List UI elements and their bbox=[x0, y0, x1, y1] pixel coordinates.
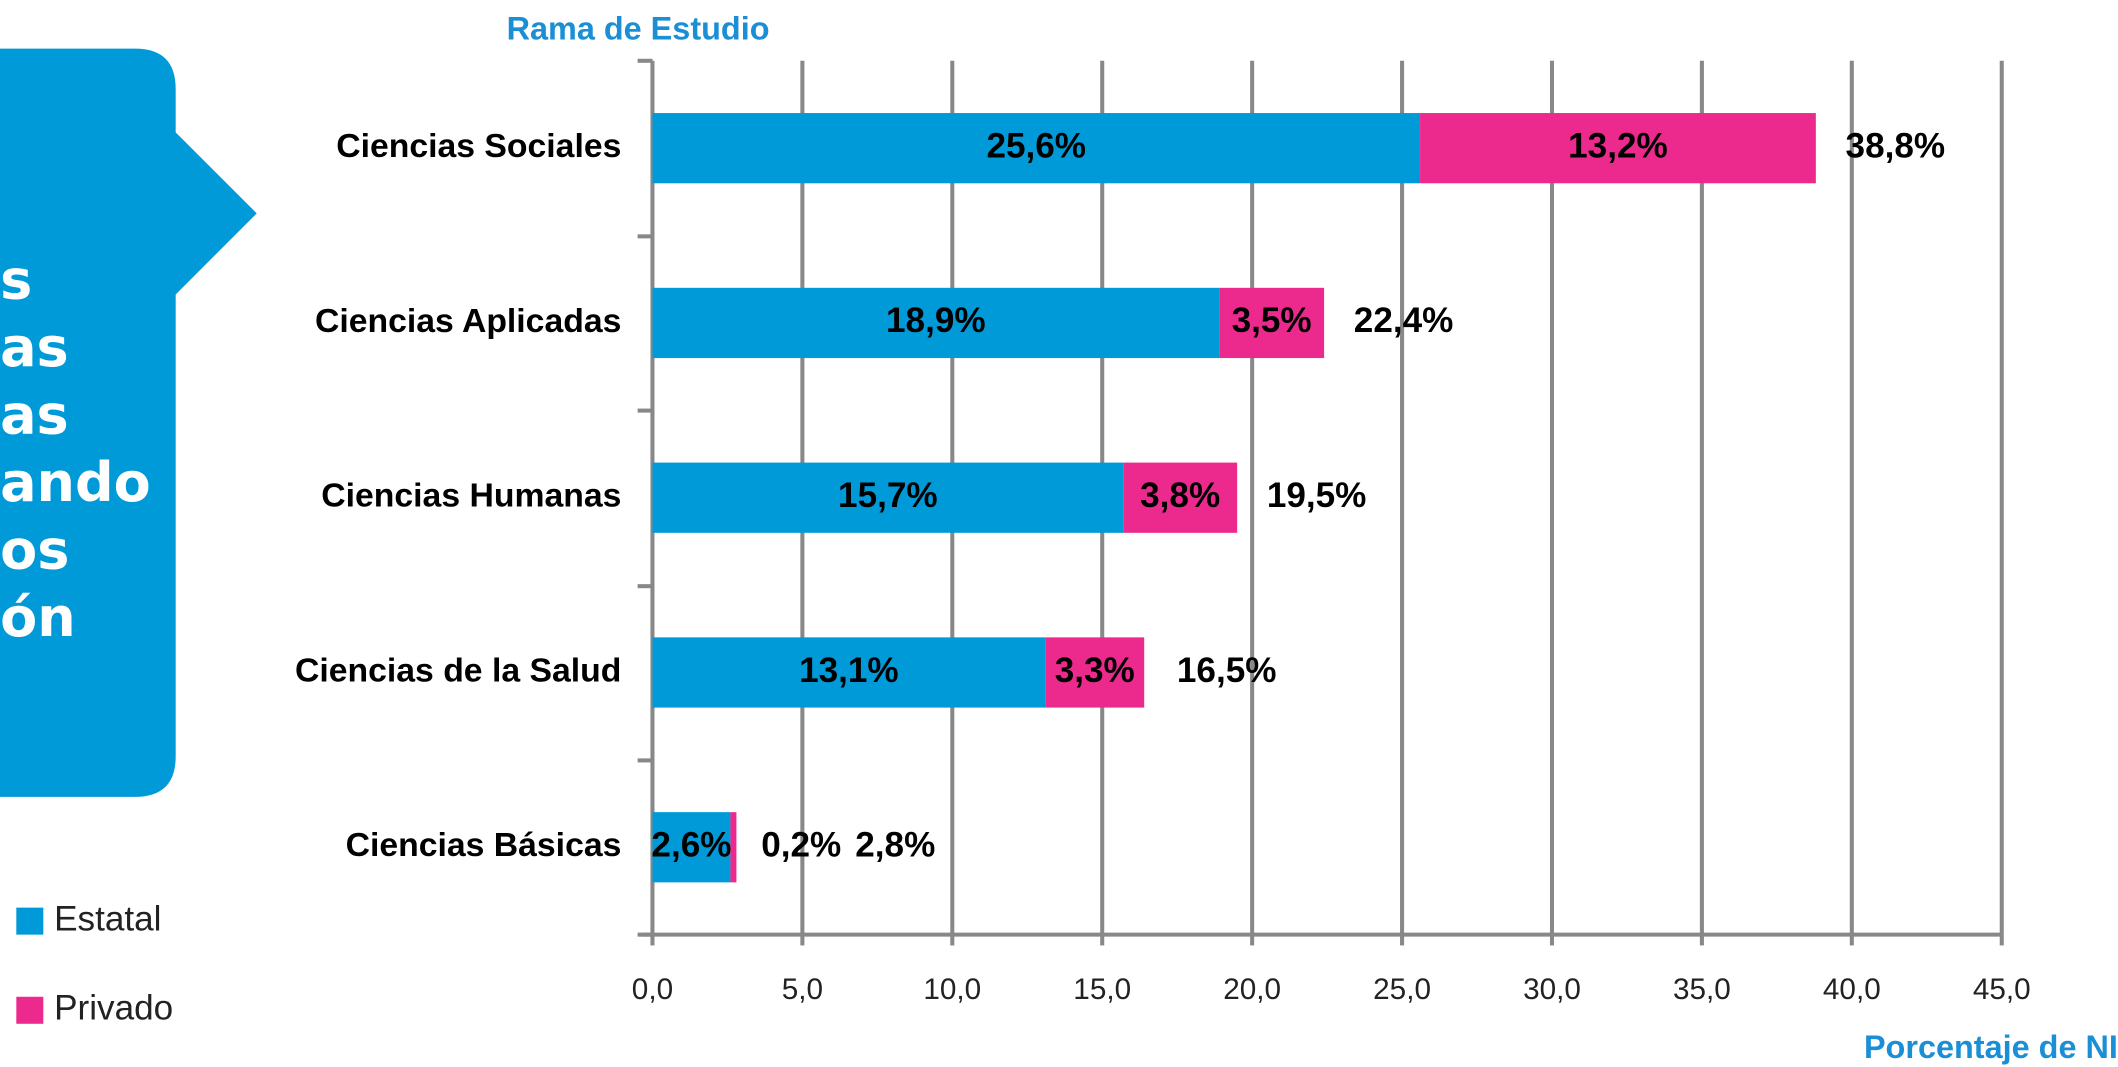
x-tick-label: 20,0 bbox=[1223, 973, 1281, 1006]
x-tick-label: 0,0 bbox=[632, 973, 673, 1006]
total-label: 19,5% bbox=[1267, 476, 1367, 515]
value-label: 18,9% bbox=[886, 301, 986, 340]
bar-segment bbox=[730, 812, 737, 883]
value-label: 3,3% bbox=[1055, 651, 1135, 690]
x-tick-label: 25,0 bbox=[1373, 973, 1431, 1006]
value-label: 2,6% bbox=[651, 826, 731, 865]
bar-segment bbox=[652, 462, 1124, 533]
bar-segment bbox=[1420, 113, 1816, 184]
y-axis-title: Rama de Estudio bbox=[507, 11, 770, 47]
category-label: Ciencias Aplicadas bbox=[315, 302, 621, 340]
category-label: Ciencias Básicas bbox=[346, 826, 622, 864]
legend-swatch bbox=[16, 907, 44, 935]
x-axis-title: Porcentaje de NI bbox=[1864, 1029, 2118, 1065]
callout-line: os bbox=[0, 518, 69, 581]
value-label: 15,7% bbox=[838, 476, 938, 515]
bar-segment bbox=[1045, 637, 1145, 708]
value-label: 3,8% bbox=[1140, 476, 1220, 515]
callout-line: as bbox=[0, 383, 69, 446]
value-label: 0,2% bbox=[761, 826, 841, 865]
category-label: Ciencias de la Salud bbox=[295, 651, 621, 689]
legend-swatch bbox=[16, 996, 44, 1024]
value-label: 13,1% bbox=[799, 651, 899, 690]
x-tick-label: 30,0 bbox=[1523, 973, 1581, 1006]
callout-panel bbox=[0, 48, 257, 797]
callout-line: as bbox=[0, 316, 69, 379]
bar-segment bbox=[652, 287, 1220, 359]
callout-line: ón bbox=[0, 586, 76, 649]
x-tick-label: 10,0 bbox=[923, 973, 981, 1006]
bar-segment bbox=[652, 637, 1046, 708]
legend-label: Estatal bbox=[54, 899, 161, 938]
x-tick-label: 15,0 bbox=[1073, 973, 1131, 1006]
total-label: 38,8% bbox=[1846, 126, 1946, 165]
total-label: 22,4% bbox=[1354, 301, 1454, 340]
value-label: 25,6% bbox=[986, 126, 1086, 165]
bar-segment bbox=[1123, 462, 1238, 533]
legend-label: Privado bbox=[54, 989, 173, 1028]
bar-segment bbox=[1219, 287, 1325, 359]
total-label: 16,5% bbox=[1177, 651, 1277, 690]
value-label: 3,5% bbox=[1232, 301, 1312, 340]
x-tick-label: 35,0 bbox=[1673, 973, 1731, 1006]
category-ticks bbox=[637, 58, 653, 937]
category-label: Ciencias Sociales bbox=[336, 127, 621, 165]
bar-segment bbox=[652, 113, 1421, 184]
category-label: Ciencias Humanas bbox=[321, 477, 621, 515]
x-tick-label: 45,0 bbox=[1973, 973, 2031, 1006]
callout-line: s bbox=[0, 248, 32, 311]
x-tick-label: 40,0 bbox=[1823, 973, 1881, 1006]
total-label: 2,8% bbox=[855, 826, 935, 865]
value-label: 13,2% bbox=[1568, 126, 1668, 165]
bar-segment bbox=[652, 812, 731, 883]
x-tick-label: 5,0 bbox=[782, 973, 823, 1006]
callout-line: ando bbox=[0, 451, 151, 514]
